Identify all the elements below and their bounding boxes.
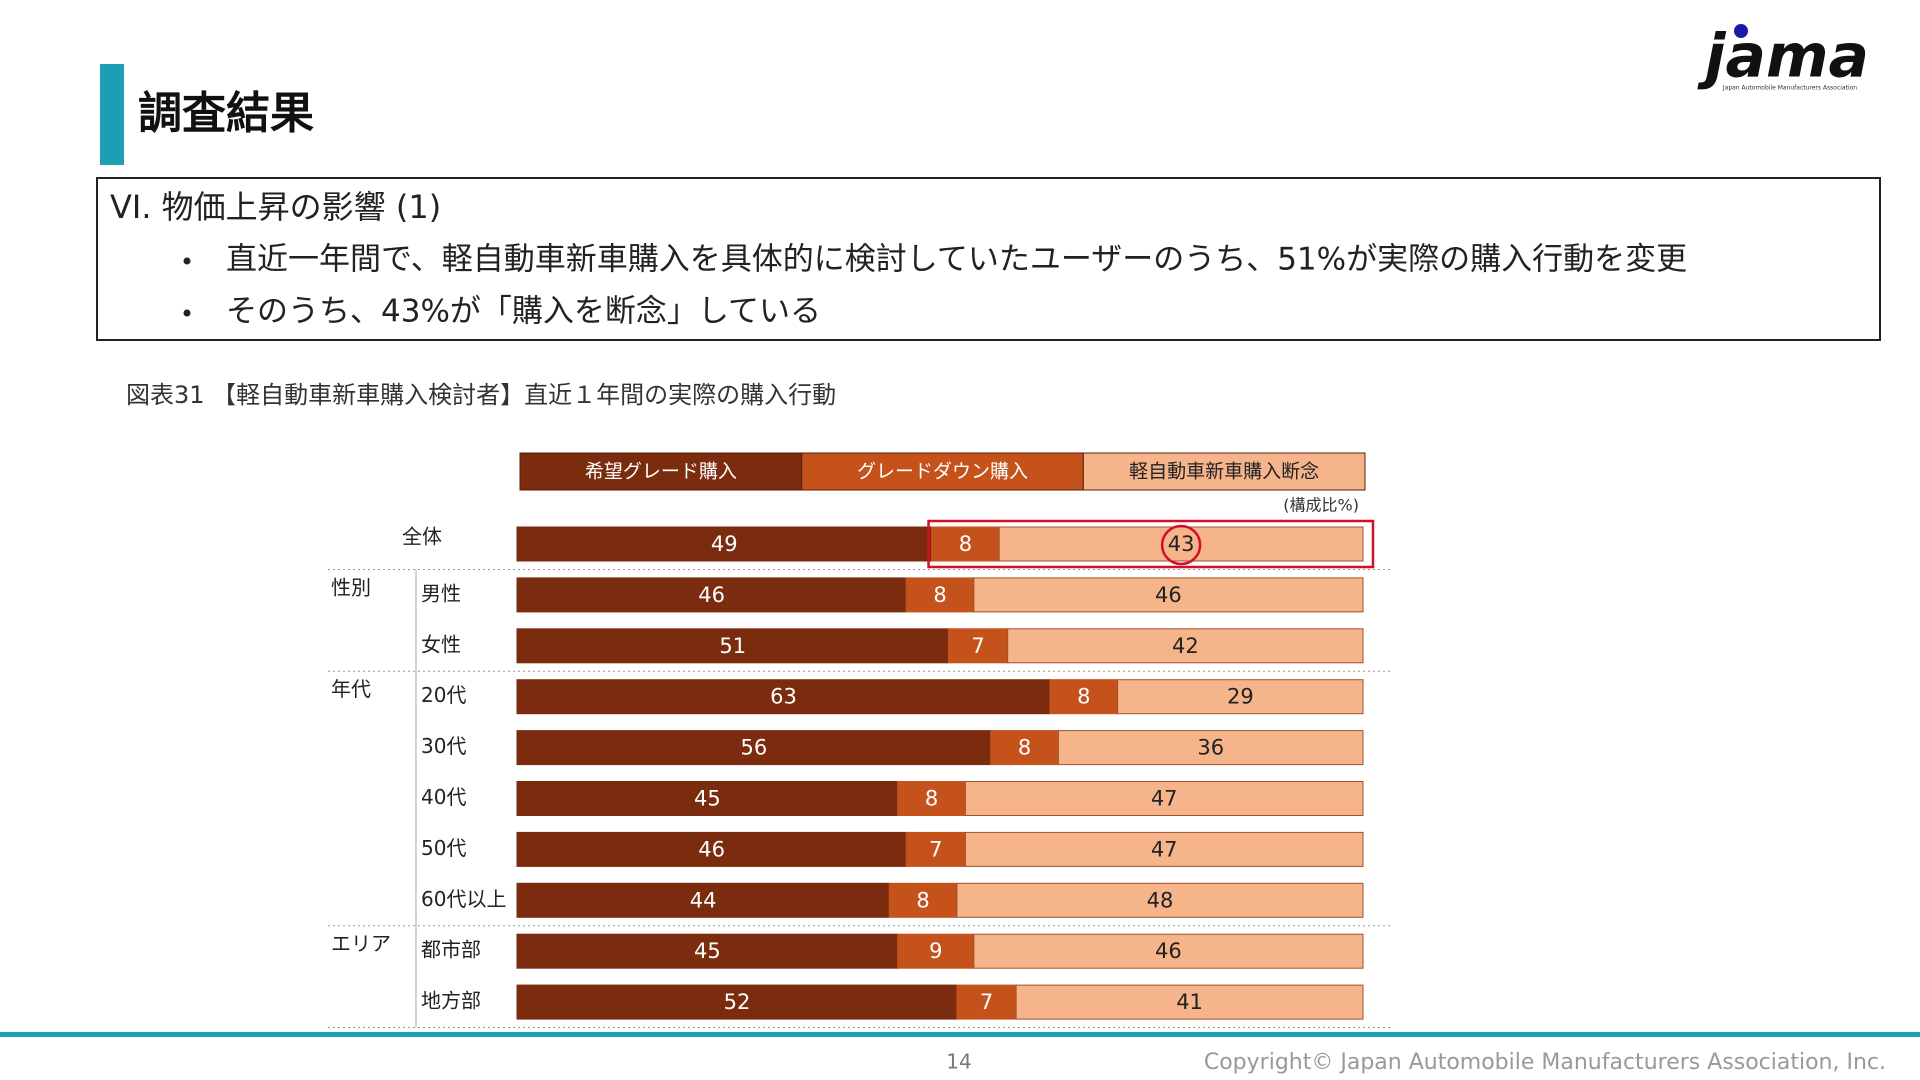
legend-swatch bbox=[1082, 452, 1366, 491]
category-label: 50代 bbox=[421, 836, 466, 860]
bar-value-label: 8 bbox=[1077, 685, 1090, 709]
category-label: 60代以上 bbox=[421, 887, 506, 911]
bar-value-label: 45 bbox=[694, 787, 721, 811]
bar-segment bbox=[998, 526, 1364, 562]
summary-bullet: 直近一年間で、軽自動車新車購入を具体的に検討していたユーザーのうち、51%が実際… bbox=[226, 242, 1687, 278]
bar-value-label: 41 bbox=[1176, 990, 1203, 1014]
group-label: エリア bbox=[331, 932, 391, 956]
summary-box bbox=[96, 177, 1881, 341]
summary-bullet: そのうち、43%が「購入を断念」している bbox=[226, 294, 821, 330]
bar-segment bbox=[516, 628, 949, 664]
bar-segment bbox=[947, 628, 1009, 664]
logo-subtitle: Japan Automobile Manufacturers Associati… bbox=[1722, 85, 1857, 92]
page-number: 14 bbox=[946, 1050, 971, 1074]
bar-value-label: 63 bbox=[770, 685, 797, 709]
highlight-box bbox=[927, 519, 1375, 569]
bar-value-label: 8 bbox=[933, 583, 946, 607]
copyright: Copyright© Japan Automobile Manufacturer… bbox=[1204, 1050, 1886, 1075]
bar-value-label: 47 bbox=[1151, 787, 1178, 811]
bar-segment bbox=[897, 781, 966, 816]
bar-segment bbox=[516, 984, 958, 1020]
bar-segment bbox=[1049, 679, 1119, 715]
legend-label: 希望グレード購入 bbox=[585, 461, 737, 483]
bar-value-label: 7 bbox=[980, 990, 993, 1014]
bar-segment bbox=[956, 882, 1364, 918]
bar-segment bbox=[516, 730, 992, 766]
slide-title: 調査結果 bbox=[138, 88, 314, 139]
category-label: 都市部 bbox=[421, 938, 481, 962]
bar-value-label: 42 bbox=[1172, 634, 1199, 658]
bar-segment bbox=[516, 781, 899, 816]
bar-segment bbox=[897, 933, 975, 969]
bar-segment bbox=[1117, 679, 1364, 715]
bar-value-label: 46 bbox=[1155, 583, 1182, 607]
category-label: 30代 bbox=[421, 734, 466, 758]
bar-value-label: 44 bbox=[690, 888, 717, 912]
bar-value-label: 43 bbox=[1168, 532, 1195, 556]
bar-segment bbox=[973, 577, 1364, 613]
bar-value-label: 49 bbox=[711, 532, 738, 556]
highlight-circle bbox=[1160, 524, 1202, 566]
category-label: 40代 bbox=[421, 785, 466, 809]
bar-value-label: 7 bbox=[929, 837, 942, 861]
category-label: 男性 bbox=[421, 581, 461, 605]
bar-segment bbox=[905, 577, 975, 613]
bar-value-label: 7 bbox=[971, 634, 984, 658]
bar-value-label: 8 bbox=[916, 888, 929, 912]
category-label: 女性 bbox=[421, 632, 461, 656]
bar-value-label: 48 bbox=[1147, 888, 1174, 912]
bar-segment bbox=[990, 730, 1059, 766]
legend-swatch bbox=[519, 452, 803, 491]
summary-heading: VI. 物価上昇の影響 (1) bbox=[110, 188, 441, 226]
bullet-dot bbox=[183, 257, 191, 265]
bar-segment bbox=[964, 781, 1364, 816]
unit-note: (構成比%) bbox=[1283, 496, 1359, 515]
bar-segment bbox=[888, 882, 958, 918]
category-label: 20代 bbox=[421, 683, 466, 707]
bar-segment bbox=[964, 831, 1364, 867]
bar-segment bbox=[516, 577, 907, 613]
bar-value-label: 9 bbox=[929, 939, 942, 963]
bar-segment bbox=[516, 933, 899, 969]
bar-value-label: 29 bbox=[1227, 685, 1254, 709]
bar-segment bbox=[1057, 730, 1364, 766]
bar-segment bbox=[516, 882, 890, 918]
bar-segment bbox=[973, 933, 1364, 969]
legend-label: グレードダウン購入 bbox=[857, 461, 1028, 483]
legend-label: 軽自動車新車購入断念 bbox=[1129, 460, 1319, 483]
chart-title: 図表31 【軽自動車新車購入検討者】直近１年間の実際の購入行動 bbox=[126, 381, 836, 409]
category-label: 全体 bbox=[402, 525, 442, 549]
bar-value-label: 8 bbox=[925, 787, 938, 811]
bar-segment bbox=[1007, 628, 1364, 664]
title-accent bbox=[100, 64, 124, 165]
bar-value-label: 46 bbox=[698, 583, 725, 607]
bar-value-label: 51 bbox=[719, 634, 746, 658]
logo-dot bbox=[1734, 24, 1748, 38]
bullet-dot bbox=[183, 309, 191, 317]
bar-value-label: 45 bbox=[694, 939, 721, 963]
bar-segment bbox=[905, 831, 966, 867]
logo: jama bbox=[1697, 22, 1869, 92]
footer-rule bbox=[0, 1032, 1920, 1037]
bar-segment bbox=[516, 526, 933, 562]
bar-value-label: 46 bbox=[698, 837, 725, 861]
legend-swatch bbox=[801, 452, 1084, 491]
bar-value-label: 56 bbox=[741, 736, 768, 760]
bar-value-label: 52 bbox=[724, 990, 751, 1014]
bar-value-label: 8 bbox=[1018, 736, 1031, 760]
bar-value-label: 36 bbox=[1197, 736, 1224, 760]
bar-value-label: 8 bbox=[959, 532, 972, 556]
group-label: 年代 bbox=[331, 677, 371, 701]
bar-value-label: 46 bbox=[1155, 939, 1182, 963]
bar-segment bbox=[1015, 984, 1364, 1020]
bar-value-label: 47 bbox=[1151, 837, 1178, 861]
group-label: 性別 bbox=[331, 575, 371, 599]
category-label: 地方部 bbox=[421, 989, 481, 1013]
